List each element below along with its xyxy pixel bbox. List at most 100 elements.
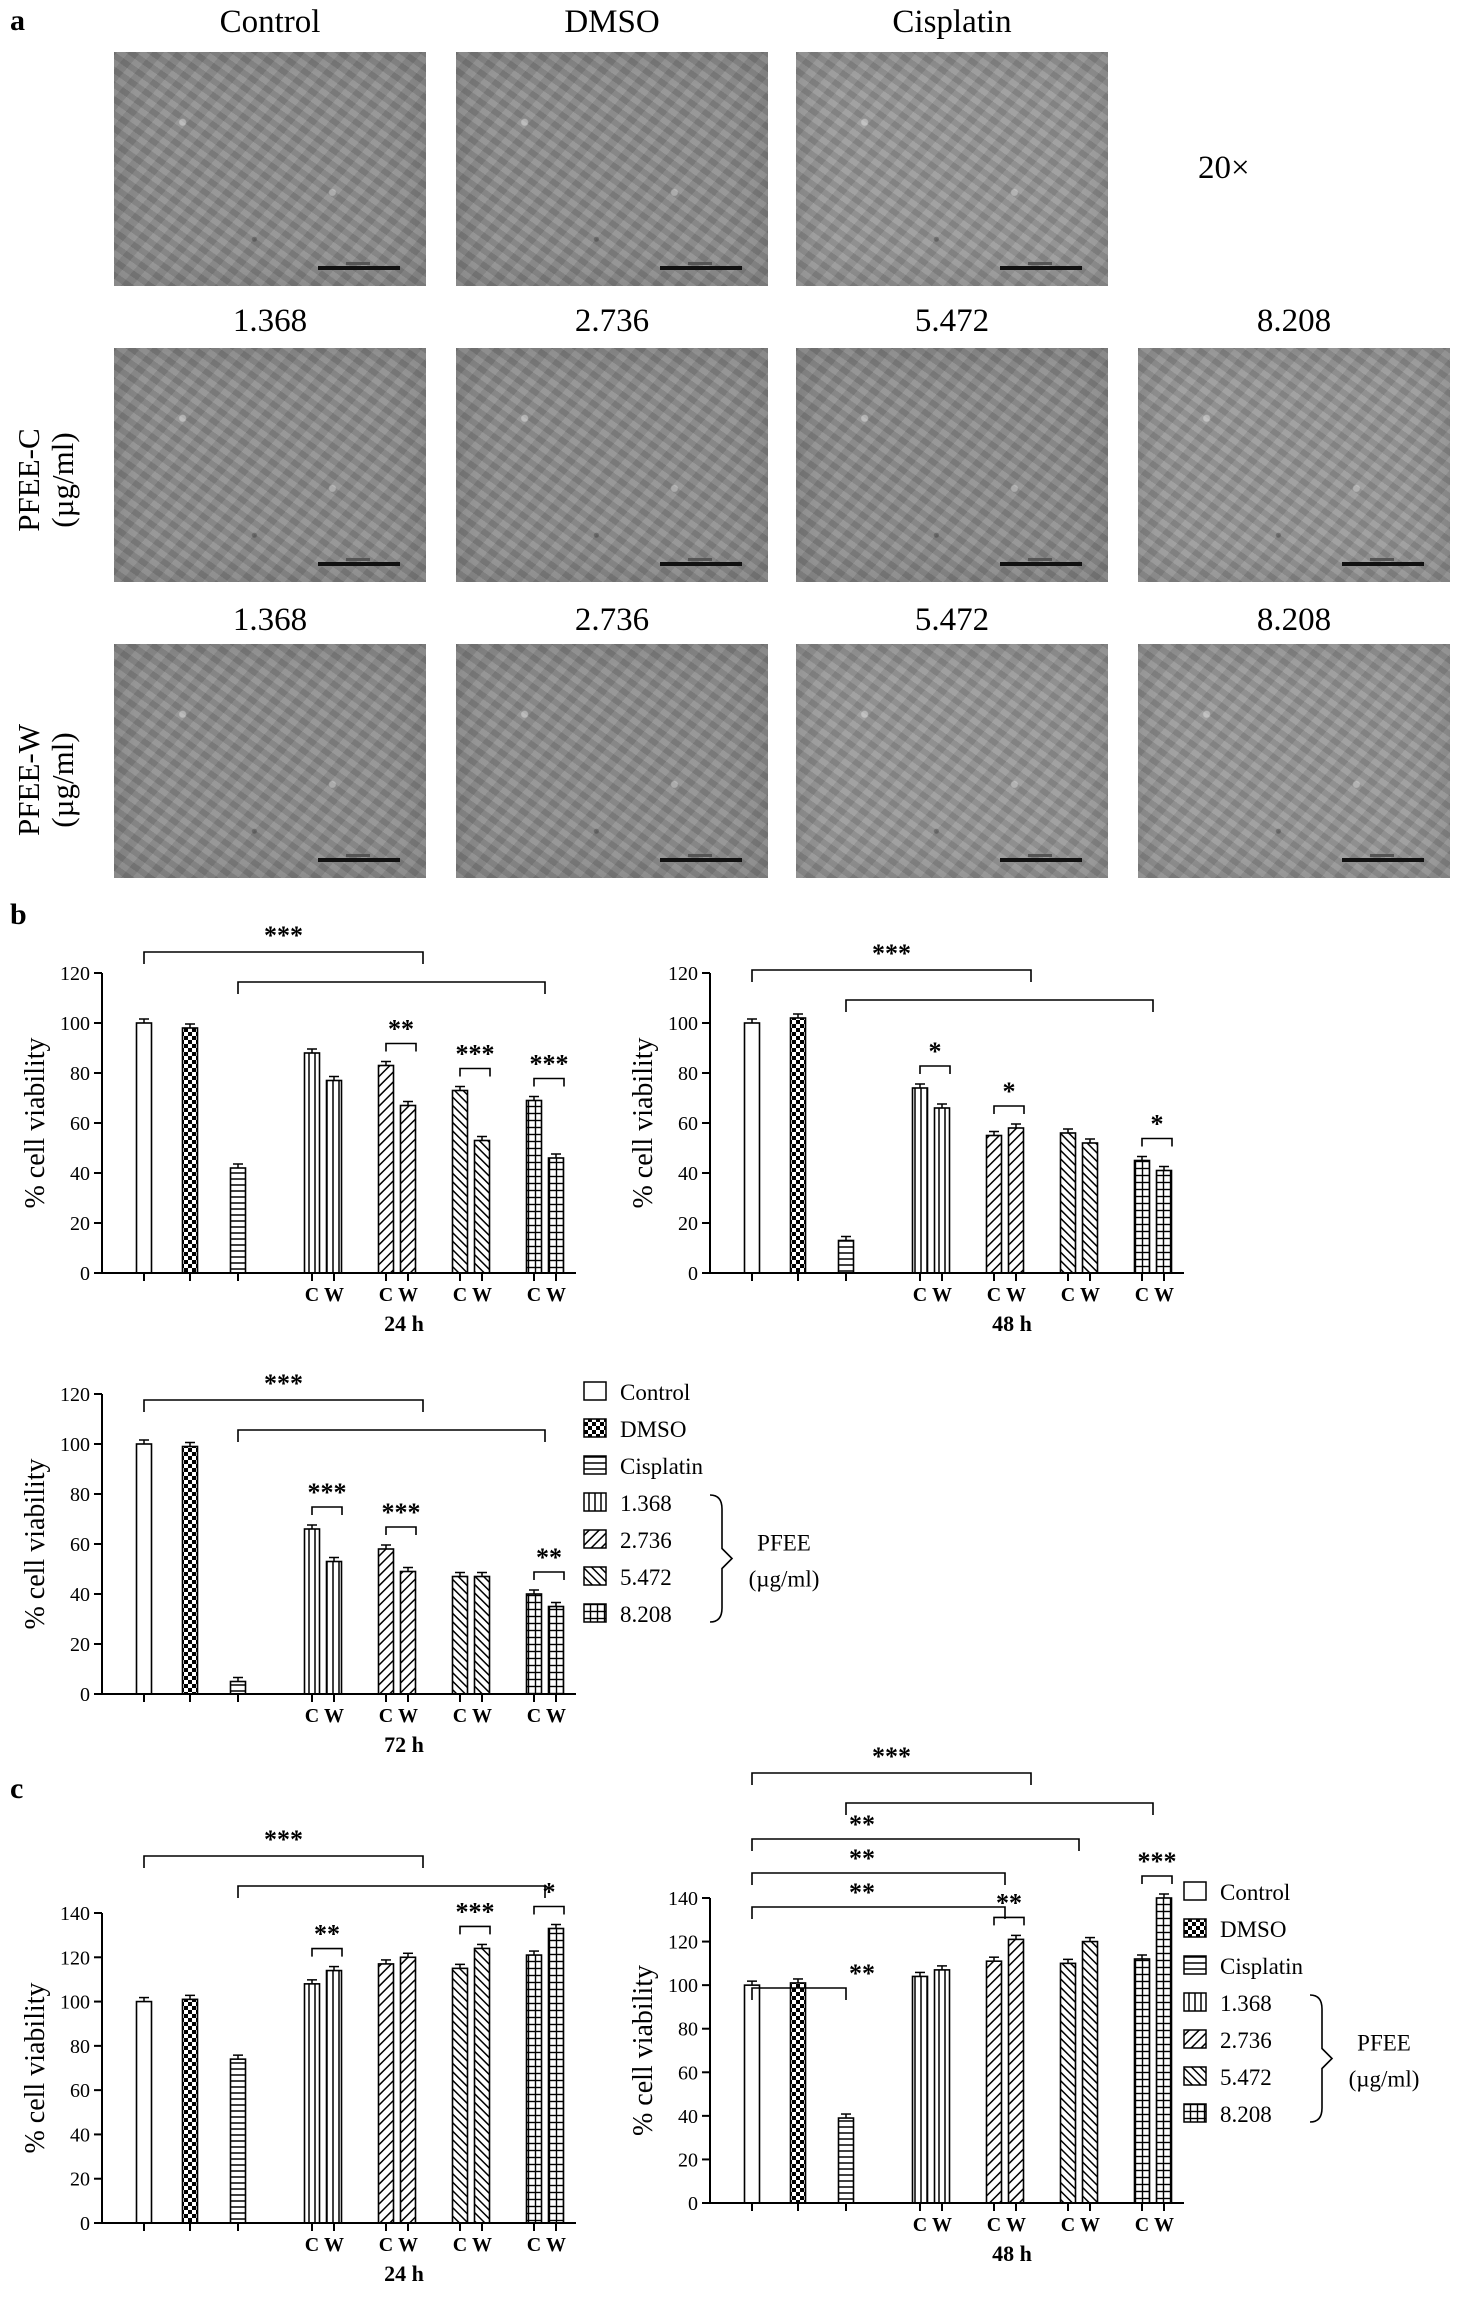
legend-bracket-label: PFEE bbox=[1357, 2031, 1411, 2056]
legend-swatch-8.208 bbox=[1183, 2103, 1207, 2123]
bar-c-8.208 bbox=[1133, 1159, 1151, 1274]
bar-w-2.736 bbox=[399, 1104, 417, 1274]
pair-label-w: W bbox=[1080, 2214, 1100, 2236]
legend-swatch-control bbox=[1183, 1881, 1207, 1901]
scale-bar bbox=[1342, 558, 1424, 566]
y-tick-label: 80 bbox=[70, 1484, 90, 1506]
y-tick-label: 120 bbox=[668, 963, 698, 985]
y-tick-label: 20 bbox=[678, 2149, 698, 2171]
overall-sig-label: *** bbox=[872, 1742, 911, 1771]
scale-bar bbox=[1000, 262, 1082, 270]
y-axis-label: % cell viability bbox=[628, 1965, 659, 2136]
overall-bracket-1 bbox=[143, 1855, 424, 1868]
sig-label: ** bbox=[996, 1888, 1022, 1917]
scale-bar bbox=[318, 558, 400, 566]
overall-bracket-2 bbox=[845, 1802, 1154, 1815]
legend-swatch-1.368 bbox=[583, 1492, 607, 1512]
y-tick-label: 0 bbox=[80, 1684, 90, 1706]
conc-label-c-1: 1.368 bbox=[232, 303, 308, 339]
panel-letter-b: b bbox=[10, 898, 27, 931]
bar-cisplatin bbox=[229, 2058, 247, 2224]
y-tick-label: 100 bbox=[60, 1013, 90, 1035]
legend-bracket bbox=[709, 1494, 734, 1623]
row-label-pfee-w-unit: (µg/ml) bbox=[45, 732, 80, 828]
micrograph-pfee-c-1 bbox=[114, 348, 426, 582]
bar-c-2.736 bbox=[377, 1548, 395, 1695]
sig-bracket bbox=[533, 1905, 565, 1915]
bar-cisplatin bbox=[837, 1239, 855, 1274]
legend-swatch-8.208 bbox=[583, 1603, 607, 1623]
chart-time-label: 24 h bbox=[384, 2261, 424, 2286]
sig-label: *** bbox=[1138, 1847, 1177, 1876]
overall-bracket-2 bbox=[237, 1885, 546, 1898]
pair-label-c: C bbox=[453, 2234, 467, 2256]
y-tick-label: 60 bbox=[678, 2062, 698, 2084]
y-tick-label: 0 bbox=[688, 2193, 698, 2215]
bar-w-8.208 bbox=[1155, 1169, 1173, 1274]
pair-label-c: C bbox=[987, 2214, 1001, 2236]
scale-bar bbox=[1000, 854, 1082, 862]
bar-control bbox=[743, 1022, 761, 1274]
y-tick-label: 20 bbox=[678, 1213, 698, 1235]
bar-c-2.736 bbox=[985, 1134, 1003, 1274]
legend-swatch-dmso bbox=[1183, 1918, 1207, 1938]
micrograph-pfee-w-4 bbox=[1138, 644, 1450, 878]
y-tick-label: 80 bbox=[678, 2019, 698, 2041]
y-tick-label: 20 bbox=[70, 2169, 90, 2191]
bar-w-2.736 bbox=[1007, 1938, 1025, 2204]
sig-bracket bbox=[385, 1526, 417, 1535]
chart-time-label: 72 h bbox=[384, 1732, 424, 1757]
bar-w-5.472 bbox=[473, 1947, 491, 2224]
legend-swatch-2.736 bbox=[1183, 2029, 1207, 2049]
legend-bracket-unit: (µg/ml) bbox=[1349, 2067, 1420, 2092]
legend-swatch-cisplatin bbox=[1183, 1955, 1207, 1975]
bar-w-8.208 bbox=[547, 1157, 565, 1274]
y-tick-label: 100 bbox=[60, 1992, 90, 2014]
sig-bracket bbox=[533, 1077, 565, 1087]
y-tick-label: 140 bbox=[668, 1888, 698, 1910]
scale-bar bbox=[660, 854, 742, 862]
bar-cisplatin bbox=[837, 2117, 855, 2204]
pair-label-c: C bbox=[1135, 1284, 1149, 1306]
pair-label-c: C bbox=[913, 2214, 927, 2236]
bar-c-5.472 bbox=[1059, 1962, 1077, 2204]
y-axis-label: % cell viability bbox=[20, 1458, 51, 1629]
legend-label: 8.208 bbox=[1220, 2102, 1272, 2127]
row-label-pfee-w-name: PFEE-W bbox=[11, 724, 46, 836]
y-axis-label: % cell viability bbox=[20, 1982, 51, 2153]
bar-w-2.736 bbox=[1007, 1127, 1025, 1274]
legend-label: Cisplatin bbox=[1220, 1954, 1304, 1979]
overall-bracket-1 bbox=[751, 969, 1032, 982]
row-label-pfee-c-unit: (µg/ml) bbox=[45, 432, 80, 528]
pair-label-w: W bbox=[398, 1284, 418, 1306]
bar-c-5.472 bbox=[1059, 1132, 1077, 1274]
bar-w-8.208 bbox=[547, 1605, 565, 1695]
y-tick-label: 40 bbox=[70, 1163, 90, 1185]
bar-c-5.472 bbox=[451, 1575, 469, 1695]
label-cisplatin: Cisplatin bbox=[892, 4, 1012, 40]
pair-label-c: C bbox=[527, 1284, 541, 1306]
bar-c-1.368 bbox=[303, 1528, 321, 1695]
micrograph-pfee-c-3 bbox=[796, 348, 1108, 582]
sig-bracket bbox=[311, 1947, 343, 1957]
y-tick-label: 120 bbox=[60, 1384, 90, 1406]
micrograph-pfee-w-2 bbox=[456, 644, 768, 878]
scale-bar bbox=[660, 262, 742, 270]
legend-bracket bbox=[1309, 1994, 1334, 2123]
extra-bracket bbox=[751, 1872, 1006, 1885]
pair-label-c: C bbox=[987, 1284, 1001, 1306]
scale-bar bbox=[1342, 854, 1424, 862]
extra-sig-label: ** bbox=[849, 1878, 875, 1907]
y-tick-label: 100 bbox=[60, 1434, 90, 1456]
y-tick-label: 0 bbox=[688, 1263, 698, 1285]
pair-label-c: C bbox=[453, 1284, 467, 1306]
pair-label-w: W bbox=[1154, 2214, 1174, 2236]
sig-label: *** bbox=[382, 1498, 421, 1527]
micrograph-pfee-w-3 bbox=[796, 644, 1108, 878]
conc-label-c-4: 8.208 bbox=[1256, 303, 1332, 339]
legend-label: DMSO bbox=[620, 1417, 686, 1442]
bar-dmso bbox=[181, 1027, 199, 1274]
bar-w-8.208 bbox=[1155, 1897, 1173, 2204]
